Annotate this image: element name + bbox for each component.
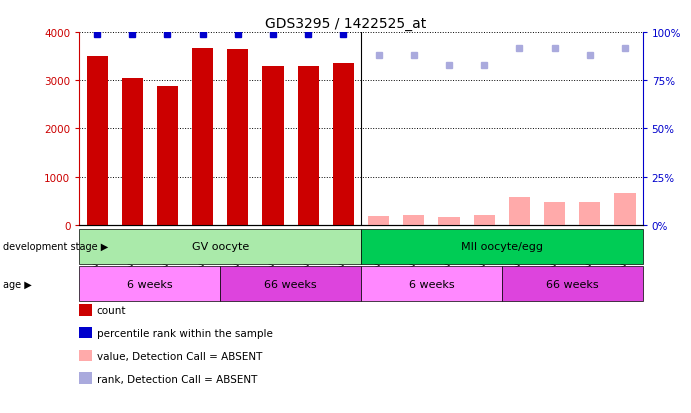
Text: rank, Detection Call = ABSENT: rank, Detection Call = ABSENT [97, 374, 257, 384]
Bar [227, 50, 248, 225]
Bar [263, 66, 283, 225]
Bar [333, 64, 354, 225]
Text: percentile rank within the sample: percentile rank within the sample [97, 328, 273, 338]
Bar [579, 202, 600, 225]
Text: 66 weeks: 66 weeks [546, 279, 598, 289]
Bar [614, 194, 636, 225]
Text: count: count [97, 306, 126, 316]
Bar [157, 87, 178, 225]
Text: 6 weeks: 6 weeks [408, 279, 454, 289]
Text: GV oocyte: GV oocyte [191, 242, 249, 252]
Bar [298, 66, 319, 225]
Text: MII oocyte/egg: MII oocyte/egg [461, 242, 543, 252]
Text: development stage ▶: development stage ▶ [3, 242, 108, 252]
Bar [404, 216, 424, 225]
Bar [368, 216, 389, 225]
Text: age ▶: age ▶ [3, 279, 32, 289]
Text: 6 weeks: 6 weeks [127, 279, 173, 289]
Bar [439, 218, 460, 225]
Bar [509, 197, 530, 225]
Text: value, Detection Call = ABSENT: value, Detection Call = ABSENT [97, 351, 262, 361]
Bar [86, 57, 108, 225]
Bar [473, 216, 495, 225]
Text: 66 weeks: 66 weeks [265, 279, 317, 289]
Bar [192, 48, 214, 225]
Text: GDS3295 / 1422525_at: GDS3295 / 1422525_at [265, 17, 426, 31]
Bar [544, 202, 565, 225]
Bar [122, 78, 143, 225]
